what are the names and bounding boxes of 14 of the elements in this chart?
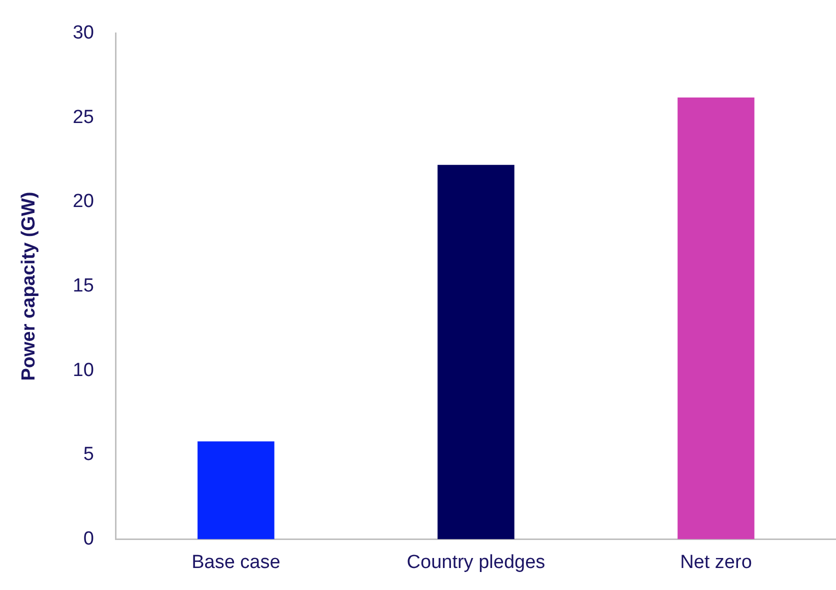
x-tick-label: Base case xyxy=(192,552,280,573)
bar xyxy=(678,97,754,540)
y-axis-title: Power capacity (GW) xyxy=(18,192,40,381)
x-tick-label: Country pledges xyxy=(406,552,546,573)
y-tick-label: 0 xyxy=(83,528,94,550)
y-tick-label: 25 xyxy=(72,106,94,128)
bar xyxy=(438,164,514,540)
y-tick-label: 30 xyxy=(72,22,94,44)
bar xyxy=(198,441,274,540)
y-tick-label: 15 xyxy=(72,276,94,297)
y-tick-label: 10 xyxy=(72,360,94,381)
y-tick-label: 20 xyxy=(72,191,94,212)
y-tick-label: 5 xyxy=(83,444,94,466)
x-tick-label: Net zero xyxy=(680,552,752,573)
